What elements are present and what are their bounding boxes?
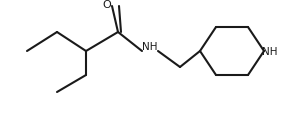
Text: NH: NH	[262, 47, 278, 56]
Text: NH: NH	[142, 42, 158, 52]
Text: O: O	[103, 0, 111, 10]
